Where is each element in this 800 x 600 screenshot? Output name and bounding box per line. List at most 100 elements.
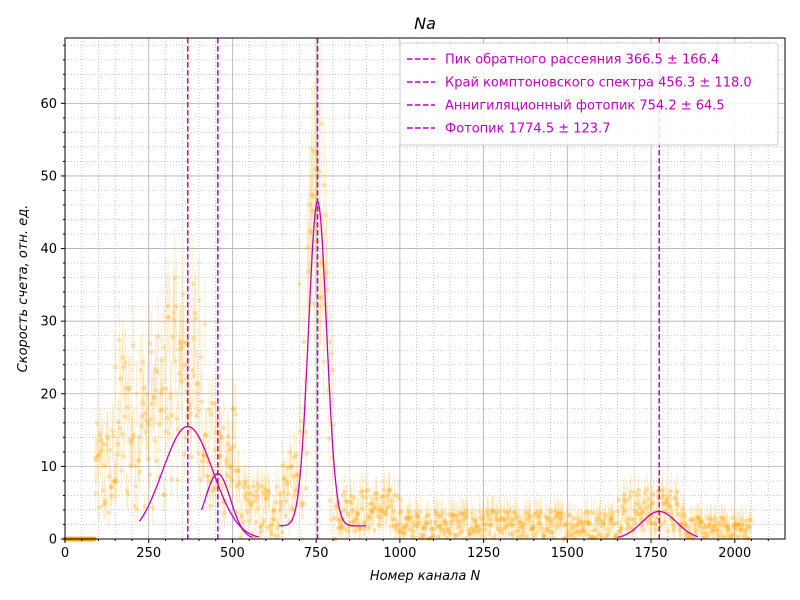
data-point <box>136 458 141 464</box>
data-point <box>385 505 391 510</box>
data-point <box>369 509 375 515</box>
data-point <box>123 385 129 391</box>
data-point <box>509 523 515 528</box>
data-point <box>459 528 465 534</box>
data-point <box>596 531 602 537</box>
data-point <box>745 523 751 529</box>
data-point <box>672 524 678 529</box>
data-point <box>519 521 525 527</box>
data-point <box>181 452 187 457</box>
data-point <box>201 453 206 459</box>
data-point <box>125 491 131 497</box>
data-point <box>145 392 150 397</box>
data-point <box>167 315 172 320</box>
data-point <box>232 443 237 449</box>
data-point <box>714 527 719 533</box>
data-point <box>118 468 124 473</box>
data-point <box>366 525 372 531</box>
data-point <box>664 499 670 505</box>
data-point <box>494 511 500 516</box>
data-point <box>347 520 352 526</box>
data-point <box>541 534 547 540</box>
data-point <box>490 508 495 514</box>
data-point <box>733 526 739 531</box>
data-point <box>394 493 400 498</box>
data-point <box>533 509 539 515</box>
data-point <box>493 517 498 523</box>
data-point <box>427 519 433 524</box>
data-point <box>191 373 197 378</box>
data-point <box>459 511 464 517</box>
data-point <box>178 341 184 347</box>
data-point <box>621 497 626 502</box>
data-point <box>109 484 115 490</box>
data-point <box>202 322 208 327</box>
data-point <box>242 495 248 500</box>
data-point <box>180 291 186 297</box>
data-point <box>603 515 608 521</box>
data-point <box>217 430 223 436</box>
data-point <box>102 463 107 468</box>
data-point <box>575 516 581 522</box>
data-point <box>188 411 194 416</box>
data-point <box>126 387 131 392</box>
data-point <box>403 515 409 521</box>
data-point <box>323 213 329 218</box>
data-point <box>133 463 138 469</box>
data-point <box>129 437 135 443</box>
data-point <box>102 498 108 504</box>
data-point <box>236 482 242 487</box>
data-point <box>708 516 713 521</box>
data-point <box>370 501 376 506</box>
data-point <box>285 482 290 487</box>
data-point <box>224 461 229 466</box>
data-point <box>711 528 716 534</box>
data-point <box>559 514 565 520</box>
data-point <box>152 438 158 443</box>
data-point <box>372 504 378 510</box>
data-point <box>455 520 461 525</box>
data-point <box>674 489 680 495</box>
data-point <box>110 428 115 434</box>
data-point <box>198 354 204 360</box>
data-point <box>567 512 573 517</box>
data-point <box>187 428 193 434</box>
data-point <box>331 422 336 428</box>
data-point <box>528 527 534 532</box>
data-point <box>505 510 511 516</box>
data-point <box>407 514 413 520</box>
data-point <box>629 517 634 523</box>
data-point <box>96 504 102 510</box>
data-point <box>210 488 216 494</box>
data-point <box>228 464 233 470</box>
data-point <box>692 527 698 533</box>
legend-entry: Фотопик 1774.5 ± 123.7 <box>445 122 610 137</box>
data-point <box>406 509 412 515</box>
data-point <box>465 528 471 533</box>
data-point <box>150 505 156 510</box>
data-point <box>390 509 396 514</box>
data-point <box>586 520 592 525</box>
data-point <box>450 518 456 523</box>
data-point <box>414 513 419 519</box>
x-tick-label: 1250 <box>467 546 500 561</box>
data-point <box>195 381 200 386</box>
legend: Пик обратного рассеяния 366.5 ± 166.4 Кра… <box>399 42 779 146</box>
data-point <box>279 503 284 509</box>
data-point <box>646 496 652 502</box>
data-point <box>742 532 748 537</box>
data-point <box>423 523 428 528</box>
data-point <box>253 519 259 525</box>
data-point <box>627 524 632 530</box>
data-point <box>327 339 332 345</box>
data-point <box>177 339 183 344</box>
data-point <box>355 511 360 516</box>
data-point <box>157 408 163 414</box>
data-point <box>181 339 186 345</box>
data-point <box>437 523 443 529</box>
data-point <box>212 447 217 452</box>
data-point <box>680 506 685 511</box>
data-point <box>398 530 404 536</box>
data-point <box>729 532 734 537</box>
data-point <box>203 432 208 437</box>
